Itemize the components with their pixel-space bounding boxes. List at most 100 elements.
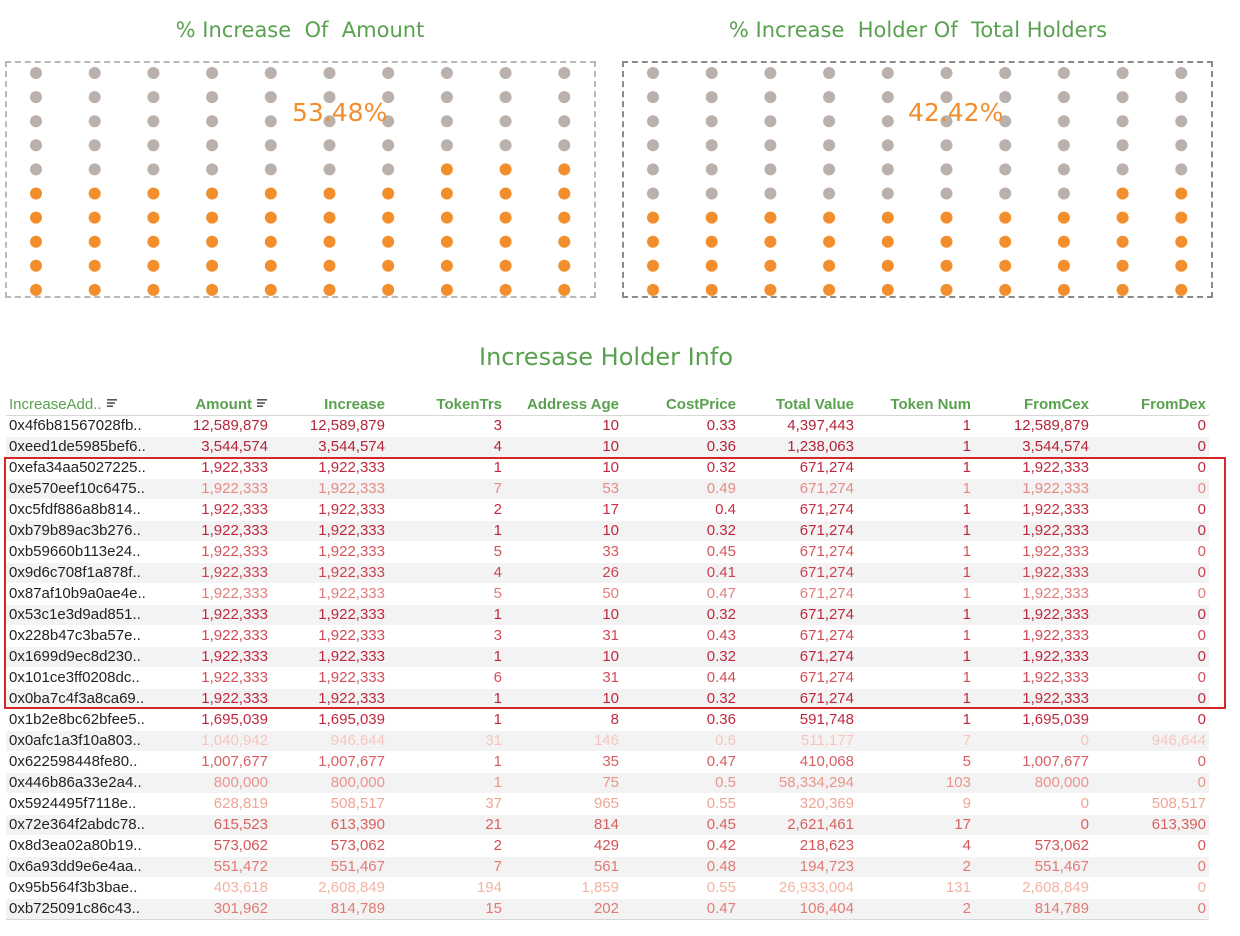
value-cell-total-value: 671,274 — [739, 520, 857, 542]
waffle-dot-empty — [30, 163, 42, 176]
value-cell-total-value: 218,623 — [739, 835, 857, 857]
waffle-holders[interactable] — [622, 61, 1213, 298]
value-cell-tokentrs: 1 — [388, 646, 505, 668]
value-cell-amount: 301,962 — [158, 898, 271, 920]
waffle-dot-empty — [823, 139, 836, 152]
table-row[interactable]: 0x95b564f3b3bae.. 403,618 2,608,849 194 1,85… — [6, 877, 1209, 899]
address-cell: 0xc5fdf886a8b814.. — [6, 499, 158, 521]
column-header-3[interactable]: TokenTrs — [388, 389, 505, 416]
table-row[interactable]: 0x9d6c708f1a878f.. 1,922,333 1,922,333 4 26 0… — [6, 562, 1209, 584]
table-row[interactable]: 0xb725091c86c43.. 301,962 814,789 15 202 0.47… — [6, 898, 1209, 920]
pct-label-amount: 53.48% — [292, 98, 388, 127]
value-cell-token-num: 4 — [857, 835, 974, 857]
table-row[interactable]: 0xb59660b113e24.. 1,922,333 1,922,333 5 33 0.… — [6, 541, 1209, 563]
column-header-8[interactable]: FromCex — [974, 389, 1092, 416]
waffle-dot-filled — [764, 211, 777, 224]
waffle-dot-filled — [499, 283, 512, 296]
table-row[interactable]: 0xefa34aa5027225.. 1,922,333 1,922,333 1 10 0… — [6, 457, 1209, 479]
value-cell-increase: 1,922,333 — [271, 604, 388, 626]
column-header-9[interactable]: FromDex — [1092, 389, 1209, 416]
waffle-dot-filled — [88, 235, 101, 248]
table-row[interactable]: 0x1b2e8bc62bfee5.. 1,695,039 1,695,039 1 8 0.… — [6, 709, 1209, 731]
table-row[interactable]: 0xc5fdf886a8b814.. 1,922,333 1,922,333 2 17 0… — [6, 499, 1209, 521]
column-header-5[interactable]: CostPrice — [622, 389, 739, 416]
table-row[interactable]: 0xe570eef10c6475.. 1,922,333 1,922,333 7 53 0… — [6, 478, 1209, 500]
value-cell-amount: 1,695,039 — [158, 709, 271, 731]
waffle-dot-filled — [1116, 259, 1129, 272]
waffle-dot-empty — [823, 115, 836, 128]
waffle-dot-filled — [999, 283, 1012, 296]
table-row[interactable]: 0x4f6b81567028fb.. 12,589,879 12,589,879 3 1… — [6, 415, 1209, 437]
value-cell-total-value: 410,068 — [739, 751, 857, 773]
table-row[interactable]: 0x87af10b9a0ae4e.. 1,922,333 1,922,333 5 50 0… — [6, 583, 1209, 605]
column-header-2[interactable]: Increase — [271, 389, 388, 416]
value-cell-fromdex: 613,390 — [1092, 814, 1209, 836]
waffle-dot-empty — [1057, 139, 1070, 152]
value-cell-total-value: 671,274 — [739, 583, 857, 605]
table-row[interactable]: 0xeed1de5985bef6.. 3,544,574 3,544,574 4 10 0… — [6, 436, 1209, 458]
value-cell-address-age: 146 — [505, 730, 622, 752]
value-cell-fromcex: 573,062 — [974, 835, 1092, 857]
value-cell-address-age: 1,859 — [505, 877, 622, 899]
waffle-dot-filled — [147, 259, 160, 272]
waffle-dot-empty — [323, 139, 336, 152]
waffle-dot-filled — [440, 235, 453, 248]
value-cell-address-age: 814 — [505, 814, 622, 836]
waffle-dot-filled — [1175, 187, 1188, 200]
table-row[interactable]: 0xb79b89ac3b276.. 1,922,333 1,922,333 1 10 0.… — [6, 520, 1209, 542]
column-header-4[interactable]: Address Age — [505, 389, 622, 416]
table-row[interactable]: 0x228b47c3ba57e.. 1,922,333 1,922,333 3 31 0.… — [6, 625, 1209, 647]
address-cell: 0x87af10b9a0ae4e.. — [6, 583, 158, 605]
waffle-dot-empty — [88, 139, 101, 152]
waffle-dot-filled — [206, 211, 219, 224]
column-header-1[interactable]: Amount — [158, 389, 271, 416]
value-cell-fromdex: 0 — [1092, 562, 1209, 584]
table-row[interactable]: 0x101ce3ff0208dc.. 1,922,333 1,922,333 6 31 0… — [6, 667, 1209, 689]
value-cell-address-age: 202 — [505, 898, 622, 920]
column-header-0[interactable]: IncreaseAdd.. — [6, 389, 158, 416]
table-row[interactable]: 0x0ba7c4f3a8ca69.. 1,922,333 1,922,333 1 10 0… — [6, 688, 1209, 710]
value-cell-increase: 613,390 — [271, 814, 388, 836]
table-row[interactable]: 0x53c1e3d9ad851.. 1,922,333 1,922,333 1 10 0.… — [6, 604, 1209, 626]
table-row[interactable]: 0x1699d9ec8d230.. 1,922,333 1,922,333 1 10 0.… — [6, 646, 1209, 668]
table-row[interactable]: 0x622598448fe80.. 1,007,677 1,007,677 1 35 0.… — [6, 751, 1209, 773]
waffle-dot-empty — [206, 91, 219, 104]
value-cell-token-num: 1 — [857, 604, 974, 626]
waffle-dot-filled — [940, 259, 953, 272]
waffle-dot-empty — [940, 139, 953, 152]
value-cell-amount: 1,040,942 — [158, 730, 271, 752]
waffle-dot-filled — [206, 259, 219, 272]
value-cell-fromcex: 1,922,333 — [974, 457, 1092, 479]
sort-descending-icon[interactable] — [106, 399, 118, 408]
value-cell-increase: 1,922,333 — [271, 478, 388, 500]
value-cell-tokentrs: 1 — [388, 772, 505, 794]
waffle-dot-empty — [30, 67, 42, 79]
table-row[interactable]: 0x72e364f2abdc78.. 615,523 613,390 21 814 0.4… — [6, 814, 1209, 836]
address-cell: 0xeed1de5985bef6.. — [6, 436, 158, 458]
value-cell-total-value: 671,274 — [739, 604, 857, 626]
waffle-dot-filled — [881, 283, 894, 296]
table-row[interactable]: 0x5924495f7118e.. 628,819 508,517 37 965 0.55… — [6, 793, 1209, 815]
column-header-6[interactable]: Total Value — [739, 389, 857, 416]
waffle-dot-filled — [558, 283, 571, 296]
table-row[interactable]: 0x6a93dd9e6e4aa.. 551,472 551,467 7 561 0.48 1… — [6, 856, 1209, 878]
column-header-7[interactable]: Token Num — [857, 389, 974, 416]
value-cell-fromdex: 0 — [1092, 499, 1209, 521]
value-cell-token-num: 7 — [857, 730, 974, 752]
value-cell-amount: 1,922,333 — [158, 625, 271, 647]
table-row[interactable]: 0x8d3ea02a80b19.. 573,062 573,062 2 429 0.42 2… — [6, 835, 1209, 857]
value-cell-address-age: 10 — [505, 646, 622, 668]
value-cell-amount: 3,544,574 — [158, 436, 271, 458]
value-cell-costprice: 0.32 — [622, 457, 739, 479]
waffle-dot-empty — [764, 139, 777, 152]
sort-descending-icon[interactable] — [257, 399, 268, 408]
value-cell-address-age: 33 — [505, 541, 622, 563]
waffle-dot-empty — [940, 115, 953, 128]
value-cell-address-age: 26 — [505, 562, 622, 584]
waffle-dot-empty — [1175, 163, 1188, 176]
waffle-dot-filled — [440, 187, 453, 200]
table-row[interactable]: 0x0afc1a3f10a803.. 1,040,942 946,644 31 146 0… — [6, 730, 1209, 752]
table-row[interactable]: 0x446b86a33e2a4.. 800,000 800,000 1 75 0.5 58,… — [6, 772, 1209, 794]
value-cell-fromcex: 800,000 — [974, 772, 1092, 794]
waffle-amount[interactable] — [5, 61, 596, 298]
